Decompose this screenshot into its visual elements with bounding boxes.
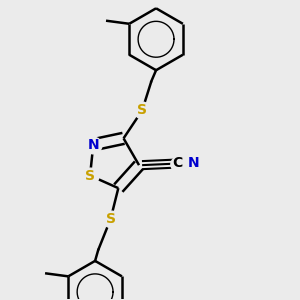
Text: S: S [106, 212, 116, 226]
Text: S: S [137, 103, 147, 118]
Text: C: C [172, 156, 183, 170]
Text: N: N [88, 138, 99, 152]
Text: S: S [85, 169, 95, 182]
Text: N: N [188, 156, 199, 170]
